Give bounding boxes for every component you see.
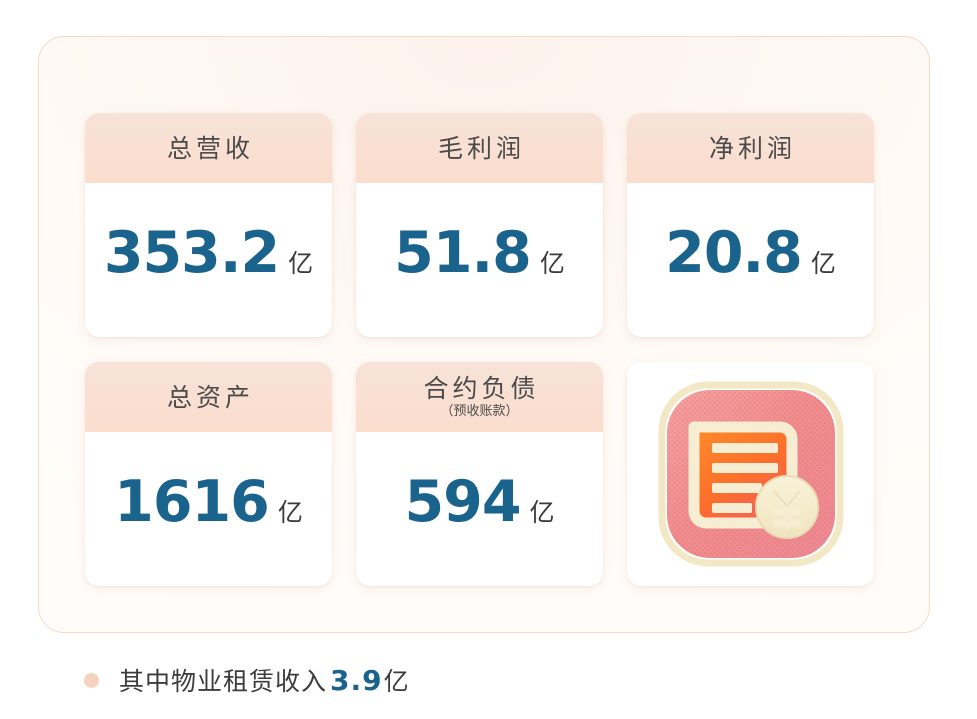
card-header: 总资产 (85, 362, 332, 432)
metric-unit: 亿 (529, 497, 555, 527)
metric-card-net-profit[interactable]: 净利润 20.8 亿 (627, 113, 874, 337)
metric: 20.8 亿 (665, 219, 836, 286)
metric-card-total-assets[interactable]: 总资产 1616 亿 (85, 362, 332, 586)
card-body: 594 亿 (356, 432, 603, 586)
card-title: 总资产 (166, 382, 254, 412)
invoice-yuan-icon (627, 362, 874, 586)
metric-unit: 亿 (277, 497, 303, 527)
metric: 51.8 亿 (394, 219, 565, 286)
metric-unit: 亿 (539, 248, 565, 278)
card-header: 总营收 (85, 113, 332, 183)
metric: 353.2 亿 (103, 219, 314, 286)
card-subtitle: （预收账款） (440, 404, 519, 419)
footnote-value: 3.9 (330, 664, 383, 697)
metric-value: 594 (404, 468, 522, 535)
card-body: 20.8 亿 (627, 183, 874, 337)
card-body: 353.2 亿 (85, 183, 332, 337)
metric-card-illustration (627, 362, 874, 586)
card-body: 1616 亿 (85, 432, 332, 586)
card-title: 净利润 (708, 133, 796, 163)
metric-card-contract-liabilities[interactable]: 合约负债 （预收账款） 594 亿 (356, 362, 603, 586)
metric: 594 亿 (404, 468, 555, 535)
metrics-grid: 总营收 353.2 亿 毛利润 51.8 亿 (85, 113, 875, 595)
bullet-dot-icon (84, 672, 99, 688)
metric-card-total-revenue[interactable]: 总营收 353.2 亿 (85, 113, 332, 337)
metric-value: 51.8 (394, 219, 532, 286)
card-header: 毛利润 (356, 113, 603, 183)
card-body: 51.8 亿 (356, 183, 603, 337)
footnote: 其中物业租赁收入 3.9 亿 (84, 660, 410, 700)
metric: 1616 亿 (114, 468, 303, 535)
metric-value: 353.2 (103, 219, 280, 286)
card-header: 净利润 (627, 113, 874, 183)
footnote-unit: 亿 (383, 667, 410, 696)
card-title: 总营收 (166, 133, 254, 163)
card-title: 毛利润 (437, 133, 525, 163)
metric-card-gross-profit[interactable]: 毛利润 51.8 亿 (356, 113, 603, 337)
footnote-prefix: 其中物业租赁收入 (119, 667, 328, 696)
metric-unit: 亿 (810, 248, 836, 278)
card-title: 合约负债 (423, 374, 540, 403)
card-header: 合约负债 （预收账款） (356, 362, 603, 432)
metric-value: 20.8 (665, 219, 803, 286)
metric-value: 1616 (114, 468, 270, 535)
metric-unit: 亿 (288, 248, 314, 278)
footnote-text: 其中物业租赁收入 3.9 亿 (119, 662, 410, 698)
